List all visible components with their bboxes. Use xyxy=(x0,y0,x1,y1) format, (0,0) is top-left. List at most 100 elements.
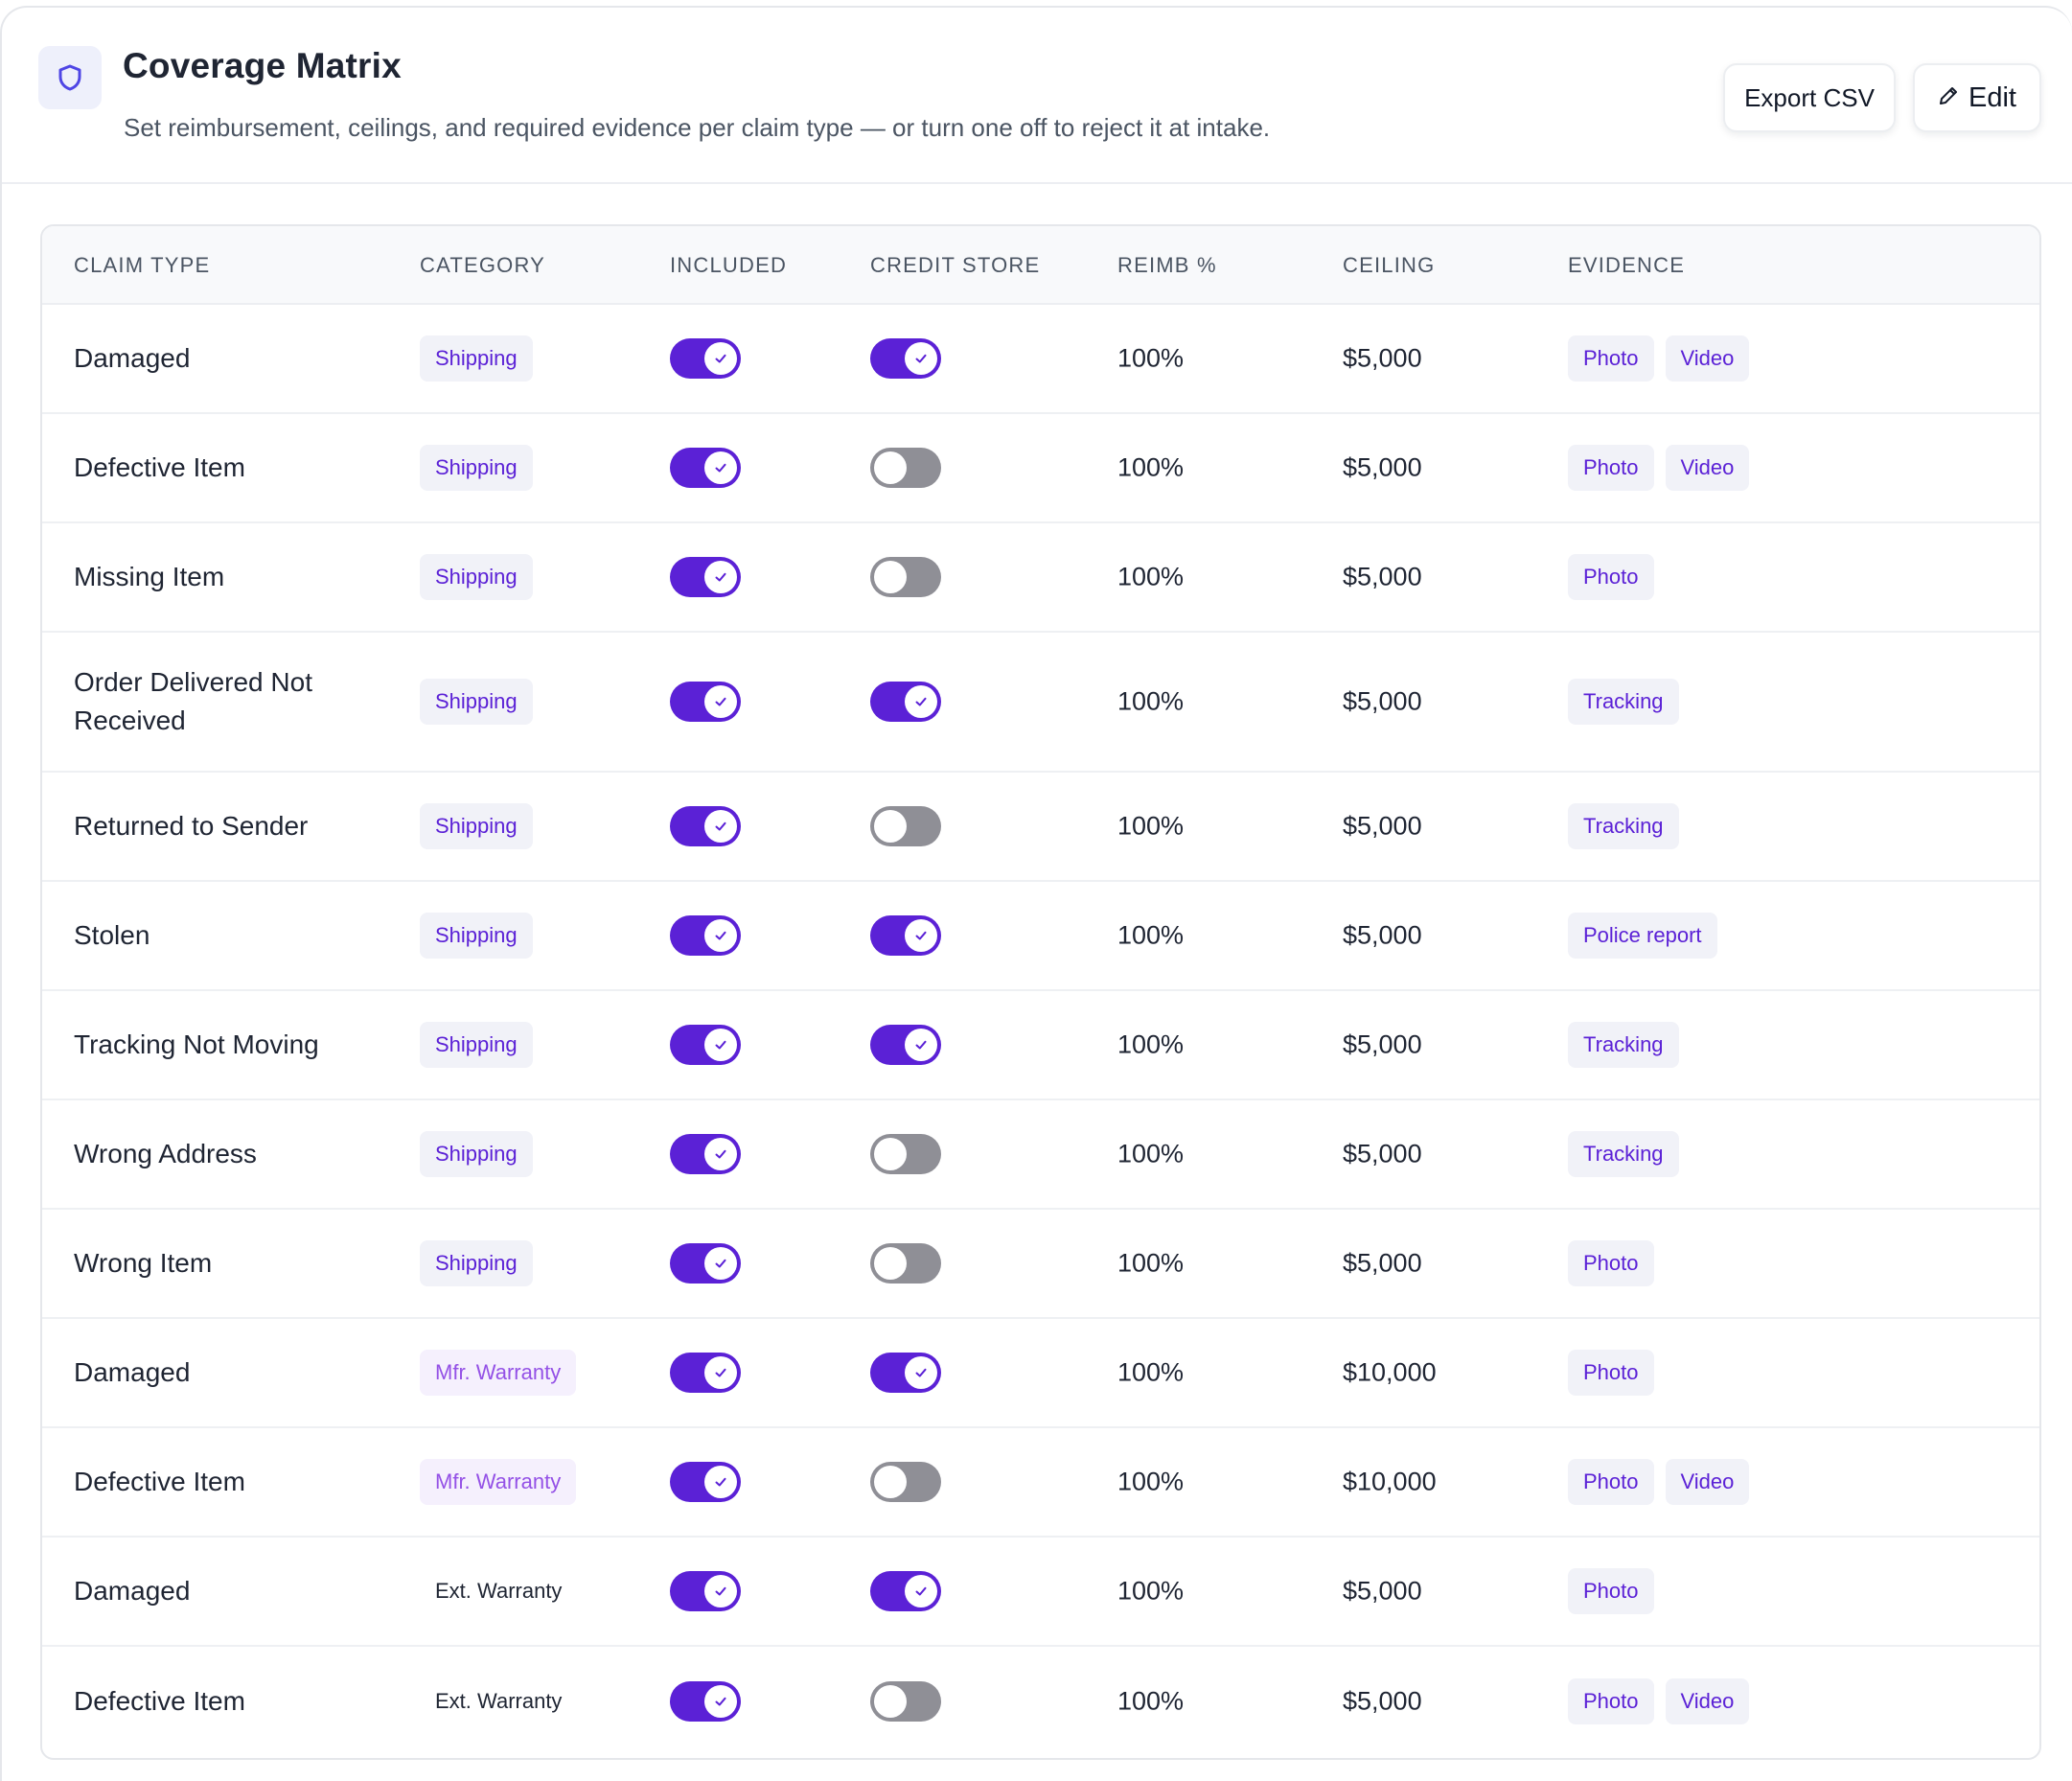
category-cell: Ext. Warranty xyxy=(420,1568,577,1614)
check-icon xyxy=(713,460,728,475)
category-cell: Shipping xyxy=(420,1022,533,1068)
credit-store-toggle[interactable] xyxy=(870,1571,941,1611)
included-toggle[interactable] xyxy=(670,1571,741,1611)
credit-store-cell xyxy=(870,806,941,846)
table-row: Defective Item Shipping 100% $5,000 Photo Vid… xyxy=(42,414,2039,523)
toggle-knob xyxy=(704,561,737,593)
included-toggle[interactable] xyxy=(670,1462,741,1502)
ceiling-amount: $5,000 xyxy=(1343,1576,1422,1606)
ceiling-amount: $5,000 xyxy=(1343,1686,1422,1716)
table-row: Defective Item Ext. Warranty 100% $5,000 Pho… xyxy=(42,1647,2039,1756)
credit-store-cell xyxy=(870,338,941,379)
included-toggle[interactable] xyxy=(670,1134,741,1174)
credit-store-toggle[interactable] xyxy=(870,1353,941,1393)
category-cell: Shipping xyxy=(420,803,533,849)
included-toggle[interactable] xyxy=(670,1025,741,1065)
category-tag: Mfr. Warranty xyxy=(420,1459,577,1505)
evidence-tag: Video xyxy=(1665,335,1750,382)
included-toggle[interactable] xyxy=(670,557,741,597)
credit-store-toggle[interactable] xyxy=(870,448,941,488)
evidence-tag: Video xyxy=(1665,445,1750,491)
category-cell: Mfr. Warranty xyxy=(420,1459,577,1505)
credit-store-cell xyxy=(870,1134,941,1174)
credit-store-cell xyxy=(870,448,941,488)
reimb-percent: 100% xyxy=(1117,686,1185,716)
table-header: CLAIM TYPE CATEGORY INCLUDED CREDIT STOR… xyxy=(42,226,2039,305)
included-cell xyxy=(670,682,741,722)
claim-type: Returned to Sender xyxy=(74,811,309,841)
evidence-list: Photo Video xyxy=(1568,335,1750,382)
panel-header: Coverage Matrix Set reimbursement, ceili… xyxy=(2,8,2072,184)
credit-store-toggle[interactable] xyxy=(870,682,941,722)
toggle-knob xyxy=(704,1356,737,1389)
claim-type: Missing Item xyxy=(74,562,225,591)
evidence-list: Police report xyxy=(1568,913,1717,959)
credit-store-toggle[interactable] xyxy=(870,1462,941,1502)
category-cell: Shipping xyxy=(420,1131,533,1177)
check-icon xyxy=(913,1037,929,1052)
column-header-claim-type: CLAIM TYPE xyxy=(74,253,211,277)
check-icon xyxy=(713,351,728,366)
check-icon xyxy=(713,1474,728,1490)
included-toggle[interactable] xyxy=(670,1243,741,1284)
table-row: Damaged Shipping 100% $5,000 Photo Video xyxy=(42,305,2039,414)
included-toggle[interactable] xyxy=(670,1681,741,1722)
included-cell xyxy=(670,806,741,846)
toggle-knob xyxy=(874,1138,907,1170)
credit-store-toggle[interactable] xyxy=(870,1681,941,1722)
reimb-percent: 100% xyxy=(1117,1686,1185,1716)
claim-type: Stolen xyxy=(74,920,150,950)
column-header-reimb: REIMB % xyxy=(1117,253,1217,277)
included-cell xyxy=(670,1025,741,1065)
category-tag: Ext. Warranty xyxy=(435,1579,563,1603)
evidence-list: Photo xyxy=(1568,1240,1654,1286)
category-cell: Shipping xyxy=(420,679,533,725)
credit-store-toggle[interactable] xyxy=(870,1025,941,1065)
category-tag: Shipping xyxy=(420,679,533,725)
included-toggle[interactable] xyxy=(670,1353,741,1393)
edit-button[interactable]: Edit xyxy=(1913,63,2041,132)
toggle-knob xyxy=(874,1466,907,1498)
evidence-list: Tracking xyxy=(1568,679,1679,725)
claim-type: Tracking Not Moving xyxy=(74,1029,319,1059)
included-toggle[interactable] xyxy=(670,682,741,722)
credit-store-toggle[interactable] xyxy=(870,915,941,956)
table-row: Wrong Address Shipping 100% $5,000 Tracking xyxy=(42,1100,2039,1210)
ceiling-amount: $5,000 xyxy=(1343,1139,1422,1168)
credit-store-cell xyxy=(870,1353,941,1393)
evidence-list: Tracking xyxy=(1568,1131,1679,1177)
category-tag: Shipping xyxy=(420,335,533,382)
credit-store-toggle[interactable] xyxy=(870,806,941,846)
toggle-knob xyxy=(704,1029,737,1061)
check-icon xyxy=(713,1256,728,1271)
credit-store-cell xyxy=(870,557,941,597)
reimb-percent: 100% xyxy=(1117,1357,1185,1387)
credit-store-toggle[interactable] xyxy=(870,557,941,597)
toggle-knob xyxy=(905,685,937,718)
evidence-list: Photo xyxy=(1568,554,1654,600)
evidence-tag: Photo xyxy=(1568,335,1654,382)
claim-type: Defective Item xyxy=(74,452,245,482)
evidence-tag: Tracking xyxy=(1568,1022,1679,1068)
category-cell: Ext. Warranty xyxy=(420,1678,577,1724)
included-toggle[interactable] xyxy=(670,915,741,956)
toggle-knob xyxy=(704,1466,737,1498)
credit-store-toggle[interactable] xyxy=(870,1243,941,1284)
evidence-tag: Tracking xyxy=(1568,679,1679,725)
check-icon xyxy=(713,819,728,834)
included-cell xyxy=(670,1462,741,1502)
toggle-knob xyxy=(704,342,737,375)
page-title: Coverage Matrix xyxy=(123,46,402,85)
column-header-category: CATEGORY xyxy=(420,253,546,277)
check-icon xyxy=(713,569,728,585)
evidence-tag: Photo xyxy=(1568,1240,1654,1286)
credit-store-toggle[interactable] xyxy=(870,338,941,379)
included-toggle[interactable] xyxy=(670,806,741,846)
claim-type: Wrong Item xyxy=(74,1248,213,1278)
credit-store-toggle[interactable] xyxy=(870,1134,941,1174)
export-csv-button[interactable]: Export CSV xyxy=(1723,63,1896,132)
credit-store-cell xyxy=(870,1571,941,1611)
included-toggle[interactable] xyxy=(670,338,741,379)
credit-store-cell xyxy=(870,1681,941,1722)
included-toggle[interactable] xyxy=(670,448,741,488)
